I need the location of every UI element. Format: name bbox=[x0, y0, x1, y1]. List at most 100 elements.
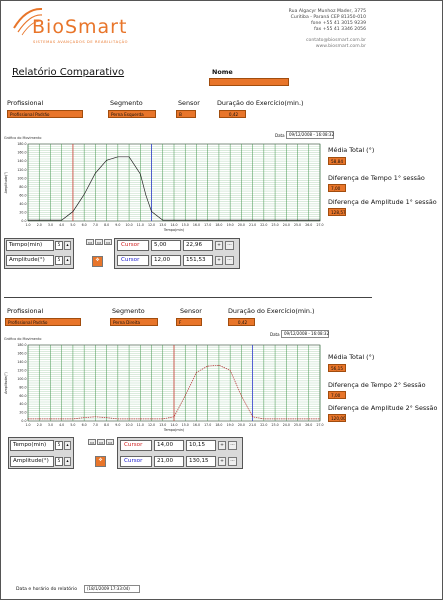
y-axis-label: Amplitude(°) bbox=[4, 371, 8, 393]
segmento-label: Segmento bbox=[110, 99, 143, 107]
dif-amp-label: Diferença de Amplitude 2° Sessão bbox=[328, 404, 438, 412]
zoom-fit-icon[interactable]: ▭ bbox=[95, 239, 103, 246]
cursor-2-options-icon[interactable]: ⋯ bbox=[228, 457, 237, 466]
cursor-2-x[interactable]: 21,00 bbox=[154, 456, 184, 467]
x-tick-label: 26.0 bbox=[305, 423, 312, 427]
data-point bbox=[173, 219, 175, 221]
x-tick-label: 21.0 bbox=[249, 423, 256, 427]
cursor-1-x[interactable]: 14,00 bbox=[154, 440, 184, 451]
data-point bbox=[38, 418, 40, 420]
cursor-2-x[interactable]: 12,00 bbox=[151, 255, 181, 266]
x-tick-label: 19.0 bbox=[227, 223, 234, 227]
logo-swoosh-icon bbox=[13, 7, 43, 36]
cursor-1-x[interactable]: 5,00 bbox=[151, 240, 181, 251]
y-tick-label: 160.0 bbox=[17, 151, 26, 155]
x-tick-label: 12.0 bbox=[148, 423, 155, 427]
x-tick-label: 15.0 bbox=[182, 223, 189, 227]
data-point bbox=[128, 418, 130, 420]
chart-label: Gráfico do Movimento bbox=[4, 136, 42, 140]
data-point bbox=[72, 418, 74, 420]
x-tick-label: 22.0 bbox=[260, 223, 267, 227]
sensor-field: B bbox=[176, 110, 196, 118]
x-tick-label: 2.0 bbox=[37, 423, 42, 427]
cursor-2-y[interactable]: 130,15 bbox=[186, 456, 216, 467]
profissional-label: Profissional bbox=[7, 99, 44, 107]
x-tick-label: 25.0 bbox=[294, 423, 301, 427]
media-label: Média Total (°) bbox=[328, 146, 375, 154]
cursor-1-options-icon[interactable]: ⋯ bbox=[228, 441, 237, 450]
data-point bbox=[151, 211, 152, 212]
data-point bbox=[61, 219, 63, 221]
x-tick-label: 23.0 bbox=[272, 223, 279, 227]
x-tick-label: 23.0 bbox=[272, 423, 279, 427]
zoom-icon[interactable]: ▭ bbox=[86, 239, 94, 246]
data-point bbox=[95, 416, 96, 418]
amplitude-scale-stepper[interactable]: ▴ bbox=[64, 457, 71, 466]
data-point bbox=[184, 219, 186, 221]
cursor-2-options-icon[interactable]: ⋯ bbox=[225, 256, 234, 265]
x-tick-label: 20.0 bbox=[238, 223, 245, 227]
profissional-label: Profissional bbox=[7, 307, 44, 315]
amplitude-scale-stepper[interactable]: ▴ bbox=[64, 256, 71, 265]
pan-icon[interactable]: ▭ bbox=[104, 239, 112, 246]
move-cursor-icon[interactable]: ✥ bbox=[95, 456, 106, 467]
amplitude-scale-field[interactable]: 5 bbox=[55, 256, 63, 265]
duracao-label: Duração do Exercício(min.) bbox=[228, 307, 315, 315]
data-point bbox=[151, 418, 152, 420]
tempo-scale-field[interactable]: 5 bbox=[55, 441, 63, 450]
x-tick-label: 7.0 bbox=[93, 223, 98, 227]
sensor-field: F bbox=[176, 318, 202, 326]
cursor-2-y[interactable]: 151,53 bbox=[183, 255, 213, 266]
series-line bbox=[28, 364, 320, 420]
y-axis-label: Amplitude(°) bbox=[4, 171, 8, 193]
y-tick-label: 20.0 bbox=[19, 211, 26, 215]
tempo-axis-label: Tempo(min) bbox=[10, 440, 54, 451]
data-point bbox=[252, 219, 253, 221]
company-contact: contato@biosmart.com.br www.biosmart.com… bbox=[270, 38, 366, 50]
tempo-scale-stepper[interactable]: ▴ bbox=[64, 441, 71, 450]
x-tick-label: 24.0 bbox=[283, 223, 290, 227]
dif-tempo-field: 7,00 bbox=[328, 184, 346, 192]
data-point bbox=[83, 417, 85, 418]
nome-field bbox=[209, 78, 289, 86]
data-point bbox=[27, 219, 29, 221]
amplitude-axis-label: Amplitude(°) bbox=[10, 456, 54, 467]
report-title: Relatório Comparativo bbox=[12, 67, 125, 78]
amplitude-scale-field[interactable]: 5 bbox=[55, 457, 63, 466]
y-tick-label: 0.0 bbox=[21, 419, 26, 423]
cursor-2-crosshair-icon[interactable]: + bbox=[218, 457, 226, 466]
cursor-1-options-icon[interactable]: ⋯ bbox=[225, 241, 234, 250]
data-point bbox=[207, 365, 209, 367]
data-point bbox=[38, 219, 40, 221]
cursor-2-crosshair-icon[interactable]: + bbox=[215, 256, 223, 265]
x-tick-label: 25.0 bbox=[294, 223, 301, 227]
x-tick-label: 1.0 bbox=[25, 423, 30, 427]
cursor-1-y[interactable]: 10,15 bbox=[186, 440, 216, 451]
x-tick-label: 8.0 bbox=[104, 423, 109, 427]
x-tick-label: 5.0 bbox=[70, 423, 75, 427]
data-point bbox=[218, 364, 220, 366]
cursor-2-label: Cursor bbox=[117, 255, 149, 266]
x-tick-label: 8.0 bbox=[104, 223, 109, 227]
zoom-fit-icon[interactable]: ▭ bbox=[97, 439, 105, 446]
zoom-icon[interactable]: ▭ bbox=[88, 439, 96, 446]
dif-tempo-field: 7,00 bbox=[328, 391, 346, 399]
cursor-1-y[interactable]: 22,96 bbox=[183, 240, 213, 251]
contact-email[interactable]: contato@biosmart.com.br bbox=[306, 38, 366, 43]
x-tick-label: 16.0 bbox=[193, 423, 200, 427]
cursor-1-crosshair-icon[interactable]: + bbox=[215, 241, 223, 250]
tempo-scale-stepper[interactable]: ▴ bbox=[64, 241, 71, 250]
report-datetime-label: Data e horário do relatório bbox=[16, 587, 78, 592]
cursor-1-crosshair-icon[interactable]: + bbox=[218, 441, 226, 450]
y-tick-label: 40.0 bbox=[19, 402, 26, 406]
contact-website[interactable]: www.biosmart.com.br bbox=[315, 43, 366, 49]
x-tick-label: 24.0 bbox=[283, 423, 290, 427]
move-cursor-icon[interactable]: ✥ bbox=[92, 256, 103, 267]
tempo-scale-field[interactable]: 5 bbox=[55, 241, 63, 250]
data-point bbox=[263, 219, 265, 221]
x-tick-label: 7.0 bbox=[93, 423, 98, 427]
data-point bbox=[308, 418, 310, 420]
pan-icon[interactable]: ▭ bbox=[106, 439, 114, 446]
data-point bbox=[72, 211, 74, 212]
x-tick-label: 14.0 bbox=[170, 423, 177, 427]
